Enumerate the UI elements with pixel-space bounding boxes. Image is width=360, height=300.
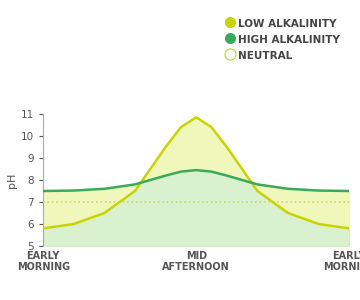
Legend: LOW ALKALINITY, HIGH ALKALINITY, NEUTRAL: LOW ALKALINITY, HIGH ALKALINITY, NEUTRAL [221,14,344,65]
Y-axis label: pH: pH [7,172,17,188]
